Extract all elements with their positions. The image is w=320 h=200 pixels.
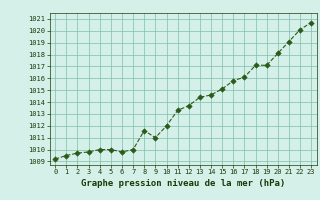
X-axis label: Graphe pression niveau de la mer (hPa): Graphe pression niveau de la mer (hPa)	[81, 179, 285, 188]
